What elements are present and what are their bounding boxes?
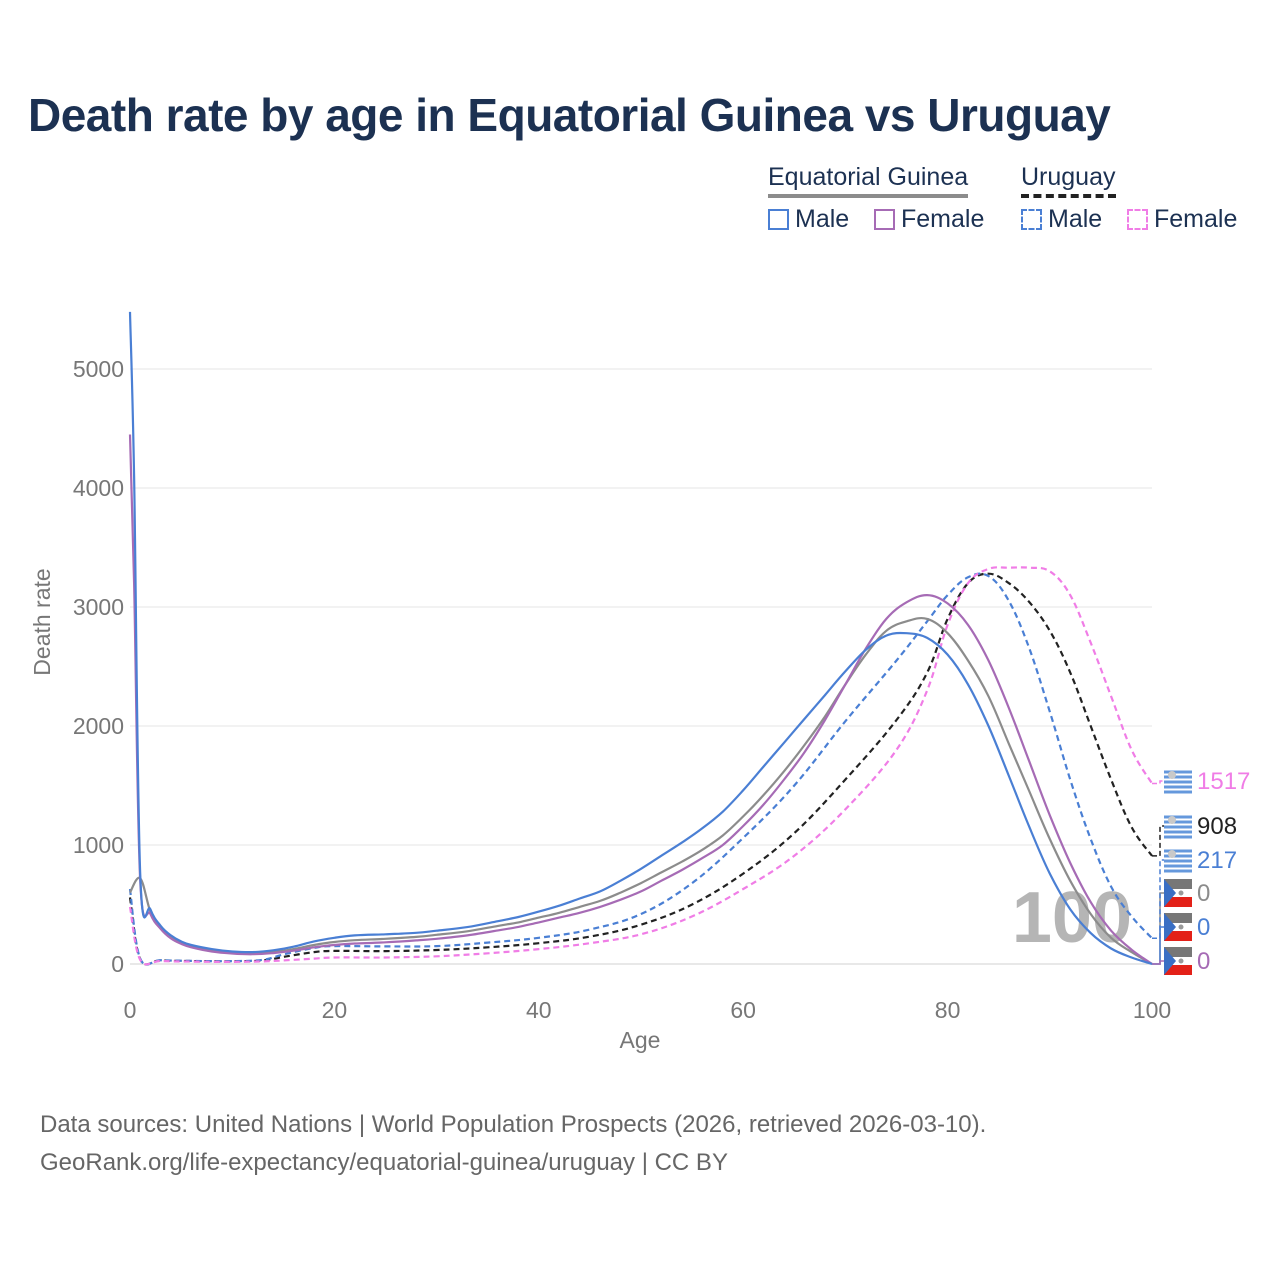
- source-note: Data sources: United Nations | World Pop…: [40, 1106, 986, 1182]
- end-label-connector: [1152, 780, 1166, 785]
- flag-emblem: [1178, 924, 1184, 930]
- flag-triangle: [1164, 947, 1176, 975]
- flag-stripe: [1164, 879, 1192, 889]
- flag-stripe: [1164, 785, 1192, 789]
- x-tick-label: 0: [124, 997, 137, 1023]
- flag-emblem: [1178, 958, 1184, 964]
- flag-triangle: [1164, 913, 1176, 941]
- series-line-uruguay-female: [128, 566, 1153, 966]
- end-value-label: 0: [1197, 880, 1210, 907]
- flag-stripe: [1164, 947, 1192, 957]
- end-value-label: 217: [1197, 847, 1237, 874]
- y-tick-label: 4000: [73, 475, 124, 501]
- y-tick-label: 5000: [73, 356, 124, 382]
- legend-uy-male[interactable]: Male: [1021, 205, 1102, 234]
- x-axis: 0 20 40 60 80 100: [124, 997, 1172, 1023]
- y-axis: 0 1000 2000 3000 4000 5000: [73, 356, 124, 977]
- end-value-label: 1517: [1197, 768, 1250, 795]
- x-tick-label: 40: [526, 997, 552, 1023]
- current-age-watermark: 100: [1012, 878, 1132, 958]
- flag-stripe: [1164, 780, 1192, 784]
- flag-stripe: [1164, 770, 1192, 774]
- flag-stripe: [1164, 790, 1192, 794]
- legend-item-label: Female: [1154, 205, 1238, 233]
- source-line-1: Data sources: United Nations | World Pop…: [40, 1111, 987, 1138]
- flag-sun: [1168, 771, 1176, 779]
- legend-eq-male[interactable]: Male: [768, 205, 849, 234]
- legend-swatch: [768, 209, 789, 230]
- flag-stripe: [1164, 815, 1192, 819]
- x-tick-label: 20: [322, 997, 348, 1023]
- x-tick-label: 60: [730, 997, 756, 1023]
- legend-swatch: [874, 209, 895, 230]
- flag-emblem: [1178, 890, 1184, 896]
- flag-stripe: [1164, 864, 1192, 868]
- end-label-connector: [1152, 960, 1166, 965]
- source-line-2[interactable]: GeoRank.org/life-expectancy/equatorial-g…: [40, 1149, 728, 1176]
- flag-stripe: [1164, 830, 1192, 834]
- legend-item-label: Male: [1048, 205, 1103, 233]
- legend-group-uruguay[interactable]: Uruguay: [1021, 163, 1116, 198]
- legend-swatch: [1021, 209, 1042, 230]
- legend-group-label: Uruguay: [1021, 163, 1116, 191]
- flag-stripe: [1164, 859, 1192, 863]
- flag-stripe: [1164, 825, 1192, 829]
- flag-stripe: [1164, 869, 1192, 873]
- end-label-connector: [1152, 892, 1166, 965]
- legend-swatch: [1127, 209, 1148, 230]
- legend-item-label: Female: [901, 205, 985, 233]
- flag-stripe: [1164, 965, 1192, 975]
- y-tick-label: 2000: [73, 713, 124, 739]
- flag-stripe: [1164, 820, 1192, 824]
- end-label-connector: [1152, 926, 1166, 965]
- chart: 100 0 20 40 60 80 100 0 1000 2000 3000 4000 5000 A…: [29, 311, 1250, 1053]
- grid: [130, 368, 1152, 965]
- end-value-label: 0: [1197, 948, 1210, 975]
- series-line-equatorial-guinea-total: [129, 616, 1153, 965]
- y-tick-label: 3000: [73, 594, 124, 620]
- y-axis-label: Death rate: [29, 568, 55, 675]
- series-line-equatorial-guinea-female: [128, 434, 1153, 965]
- legend-group-label: Equatorial Guinea: [768, 163, 969, 191]
- series-line-uruguay-total: [128, 572, 1153, 966]
- x-tick-label: 80: [935, 997, 961, 1023]
- flag-stripe: [1164, 835, 1192, 839]
- flag-stripe: [1164, 775, 1192, 779]
- legend-group-eq-guinea[interactable]: Equatorial Guinea: [768, 163, 969, 198]
- flag-triangle: [1164, 879, 1176, 907]
- flag-sun: [1168, 816, 1176, 824]
- series-line-equatorial-guinea-male: [128, 311, 1153, 966]
- end-label-connector: [1152, 825, 1166, 857]
- legend-item-label: Male: [795, 205, 850, 233]
- end-value-label: 0: [1197, 914, 1210, 941]
- legend-uy-female[interactable]: Female: [1127, 205, 1237, 234]
- flag-stripe: [1164, 849, 1192, 853]
- x-axis-label: Age: [620, 1027, 661, 1053]
- series-group: [128, 311, 1153, 966]
- x-tick-label: 100: [1133, 997, 1171, 1023]
- flag-stripe: [1164, 913, 1192, 923]
- flag-stripe: [1164, 897, 1192, 907]
- y-tick-label: 1000: [73, 832, 124, 858]
- series-line-uruguay-male: [128, 572, 1153, 966]
- end-labels: 0 0 0 908 217 1517: [1152, 767, 1250, 975]
- end-label-connector: [1152, 859, 1166, 939]
- y-tick-label: 0: [111, 951, 124, 977]
- chart-title: Death rate by age in Equatorial Guinea v…: [28, 89, 1111, 141]
- flag-stripe: [1164, 854, 1192, 858]
- flag-stripe: [1164, 931, 1192, 941]
- end-value-label: 908: [1197, 813, 1237, 840]
- flag-sun: [1168, 850, 1176, 858]
- legend-eq-female[interactable]: Female: [874, 205, 984, 234]
